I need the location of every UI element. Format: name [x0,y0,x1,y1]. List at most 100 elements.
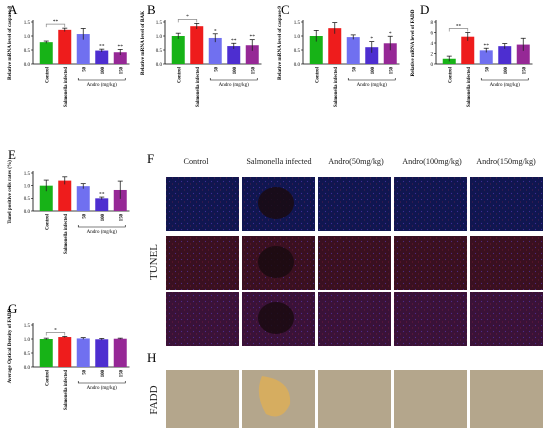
y-axis-label: Tunel positive cells rates (%) [6,160,13,224]
tunel-micrograph-texture [394,236,467,290]
bar-150 [245,45,259,64]
bar-50 [208,37,222,64]
significance-label: * [389,31,392,37]
significance-label: * [370,36,373,42]
significance-label: ** [118,44,124,50]
significance-label: ** [231,38,237,44]
y-axis-label: Relative mRNA level of caspase-9 [277,6,283,80]
bar-control [309,36,323,64]
category-label: 50 [485,66,490,71]
significance-bracket [448,28,469,32]
significance-label: ** [99,192,105,198]
andro-group-label: Andro (mg/kg) [87,83,117,88]
significance-label: ** [99,44,105,50]
vessel-lumen [258,187,294,219]
category-label: 150 [119,369,124,377]
bar-salmonella-infected [58,29,72,64]
y-tick-label: 1.5 [156,21,163,26]
category-label: Salmonella infected [196,67,201,107]
bar-150 [113,338,127,367]
tunel-micrograph-texture [470,292,543,346]
category-label: 50 [82,369,87,374]
y-tick-label: 0.0 [156,63,163,68]
tunel-micrograph-texture [394,177,467,231]
y-tick-label: 2 [431,52,434,57]
significance-bracket [45,23,66,28]
andro-group-label: Andro (mg/kg) [219,83,249,88]
bracket-label: * [186,14,189,20]
y-tick-label: 1.0 [24,35,31,40]
andro-group-label: Andro (mg/kg) [490,83,520,88]
bar-150 [383,43,397,64]
category-label: Control [448,66,453,83]
micrograph-column-header: Control [183,157,209,166]
y-tick-label: 0.5 [24,49,31,54]
chart-panel-b: B 0.0 0.5 1.0 1.5 Relative mRNA level of BAK C… [140,2,262,107]
bar-control [171,36,185,64]
andro-group-bracket [77,225,126,228]
bar-100 [95,198,109,211]
andro-group-label: Andro (mg/kg) [87,230,117,235]
y-tick-label: 1.5 [24,324,31,329]
category-label: 100 [371,66,376,74]
panel-letter-b: B [147,2,156,17]
y-tick-label: 0.5 [24,352,31,357]
panel-letter-e: E [8,147,16,162]
andro-group-label: Andro (mg/kg) [357,83,387,88]
bar-50 [76,338,90,367]
chart-panel-a: A 0.0 0.5 1.0 1.5 Relative mRNA level of casp… [7,2,130,107]
y-tick-label: 1.5 [24,21,31,26]
significance-bracket [45,332,66,336]
category-label: 100 [504,66,509,74]
micrograph-column-header: Andro(50mg/kg) [328,157,384,166]
tunel-micrograph-texture [318,177,391,231]
category-label: 50 [82,66,87,71]
bar-100 [95,50,109,64]
bar-control [39,42,53,64]
y-axis-label: Relative mRNA level of caspase-8 [7,6,13,80]
bar-150 [516,44,530,64]
category-label: Salmonella infected [467,67,472,107]
y-tick-label: 0.5 [294,49,301,54]
fadd-row-label: FADD [148,385,160,414]
bar-150 [113,189,127,211]
y-tick-label: 0.0 [24,210,31,215]
bar-100 [365,47,379,64]
bar-salmonella-infected [190,26,204,64]
fadd-stained-region [258,376,291,417]
micrograph-column-header: Andro(100mg/kg) [402,157,462,166]
chart-panel-d: D 0 2 4 6 8 Relative mRNA level of FADD Control… [410,2,533,107]
category-label: 100 [101,66,106,74]
category-label: Control [45,213,50,230]
andro-group-bracket [77,381,126,384]
tunel-micrograph-texture [318,236,391,290]
andro-group-bracket [480,78,529,81]
category-label: 150 [389,66,394,74]
y-axis-label: Relative mRNA level of FADD [410,9,416,76]
bar-100 [227,46,241,64]
bar-salmonella-infected [58,337,72,367]
bar-salmonella-infected [461,36,475,64]
category-label: Salmonella infected [334,67,339,107]
vessel-lumen [258,246,294,278]
bar-100 [95,339,109,367]
category-label: 50 [214,66,219,71]
tunel-micrograph-texture [318,292,391,346]
significance-bracket [177,19,198,23]
andro-group-bracket [209,78,258,81]
bar-salmonella-infected [58,180,72,211]
category-label: Salmonella infected [64,214,69,254]
category-label: 50 [352,66,357,71]
tunel-micrograph-texture [470,236,543,290]
panel-letter-g: G [8,301,17,316]
micrograph-column-header: Andro(150mg/kg) [476,157,536,166]
bar-150 [113,52,127,64]
bar-50 [346,37,360,64]
bar-50 [76,34,90,64]
category-label: Control [315,66,320,83]
tunel-micrograph-texture [470,177,543,231]
y-axis-label: Relative mRNA level of BAK [140,11,146,75]
category-label: Salmonella infected [64,370,69,410]
y-tick-label: 1.0 [24,184,31,189]
